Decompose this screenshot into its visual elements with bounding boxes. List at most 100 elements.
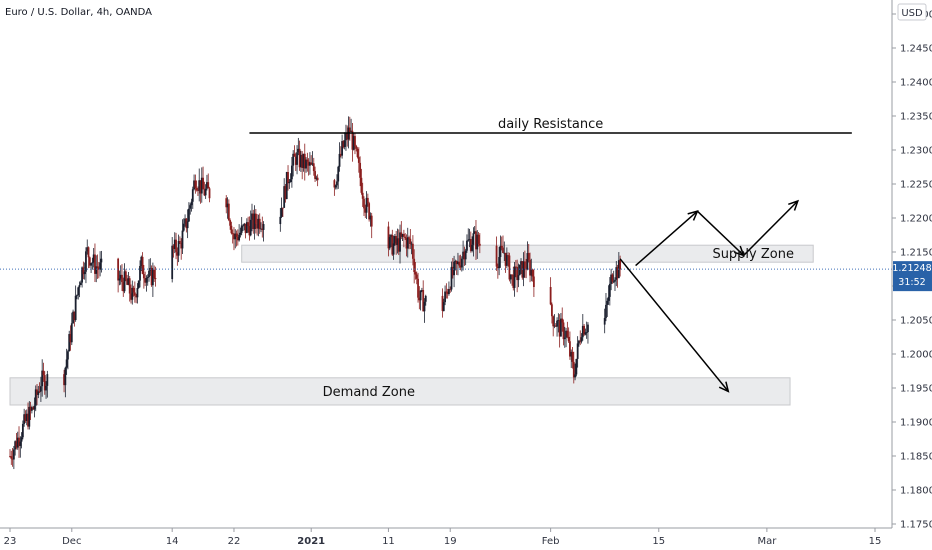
candle-body bbox=[140, 256, 143, 267]
candle-body bbox=[63, 374, 65, 386]
candle-body bbox=[423, 301, 426, 312]
candle-body bbox=[154, 278, 157, 280]
candle-body bbox=[126, 278, 129, 285]
candle-body bbox=[30, 407, 33, 411]
candle-body bbox=[197, 190, 199, 192]
candle-body bbox=[511, 274, 513, 276]
candle-body bbox=[124, 271, 127, 279]
candle-body bbox=[67, 351, 69, 360]
projection-up-arrow-1[interactable] bbox=[635, 210, 698, 267]
candle-body bbox=[179, 241, 181, 243]
time-tick-label: 2021 bbox=[297, 536, 325, 547]
candle-body bbox=[121, 274, 123, 283]
candle-body bbox=[530, 269, 533, 276]
candle-body bbox=[148, 270, 150, 278]
candle-body bbox=[20, 437, 23, 442]
candle-body bbox=[363, 198, 365, 209]
candle-body bbox=[460, 258, 463, 268]
candle-body bbox=[526, 253, 529, 270]
candle-body bbox=[391, 234, 394, 255]
candle-body bbox=[193, 180, 195, 190]
candle-body bbox=[257, 218, 260, 229]
candle-body bbox=[502, 247, 504, 253]
candle-body bbox=[79, 282, 82, 286]
candle-body bbox=[173, 239, 176, 250]
candle-body bbox=[194, 180, 197, 189]
price-tick-label: 1.20500 bbox=[900, 316, 932, 327]
demand-zone[interactable] bbox=[9, 377, 791, 406]
candles-layer bbox=[9, 116, 622, 470]
candle-body bbox=[202, 177, 204, 190]
candle-body bbox=[498, 257, 501, 269]
projection-up-arrow-3[interactable] bbox=[743, 200, 799, 256]
candle-body bbox=[130, 293, 132, 300]
candle-body bbox=[507, 255, 510, 256]
time-tick-label: 11 bbox=[382, 536, 395, 547]
candle-body bbox=[610, 274, 613, 284]
candle-body bbox=[415, 274, 418, 279]
candle-body bbox=[184, 218, 186, 224]
candle-body bbox=[359, 162, 362, 178]
candle-body bbox=[229, 220, 232, 226]
candle-body bbox=[227, 203, 230, 221]
candle-body bbox=[34, 389, 37, 406]
candle-body bbox=[575, 358, 578, 375]
candle-body bbox=[417, 278, 419, 298]
price-tick-label: 1.23000 bbox=[900, 146, 932, 157]
candle-body bbox=[368, 203, 371, 220]
candle-body bbox=[123, 271, 126, 292]
candle-body bbox=[448, 289, 450, 295]
candle-body bbox=[579, 340, 582, 342]
candle-body bbox=[64, 367, 67, 386]
candle-body bbox=[583, 325, 585, 335]
candle-body bbox=[303, 153, 306, 169]
candle-body bbox=[585, 332, 588, 333]
candle-body bbox=[514, 266, 517, 268]
candle-body bbox=[584, 332, 587, 335]
candle-body bbox=[531, 269, 534, 277]
projection-down-arrow[interactable] bbox=[619, 258, 729, 392]
candle-body bbox=[29, 406, 32, 411]
candle-body bbox=[242, 225, 244, 227]
candle-body bbox=[41, 370, 44, 387]
currency-badge[interactable] bbox=[897, 3, 927, 21]
candle-body bbox=[188, 208, 190, 222]
candle-body bbox=[97, 268, 100, 270]
supply-zone-label: Supply Zone bbox=[712, 247, 794, 262]
candle-body bbox=[258, 218, 261, 230]
candle-body bbox=[305, 159, 307, 169]
projection-up-arrow-2[interactable] bbox=[696, 210, 745, 256]
candle-body bbox=[444, 291, 446, 303]
resistance-label: daily Resistance bbox=[498, 117, 603, 132]
candle-body bbox=[297, 148, 300, 153]
candle-body bbox=[472, 233, 475, 245]
candle-body bbox=[307, 161, 310, 166]
candle-body bbox=[191, 189, 194, 202]
candle-body bbox=[247, 222, 250, 226]
candle-body bbox=[475, 231, 477, 250]
candle-body bbox=[518, 264, 521, 276]
candle-body bbox=[402, 233, 405, 237]
candle-body bbox=[557, 320, 560, 321]
price-tick-label: 1.22000 bbox=[900, 214, 932, 225]
candle-body bbox=[354, 136, 356, 147]
candle-body bbox=[310, 162, 313, 165]
time-axis[interactable]: 23 Dec 14 22 2021 11 19 Feb 15 Mar 15 bbox=[4, 528, 882, 547]
candle-body bbox=[473, 231, 476, 234]
candle-body bbox=[292, 153, 295, 166]
candle-body bbox=[236, 236, 239, 241]
candle-body bbox=[469, 239, 472, 251]
candle-body bbox=[396, 238, 399, 245]
time-tick-label: 14 bbox=[166, 536, 179, 547]
candle-body bbox=[513, 266, 516, 288]
candle-body bbox=[522, 261, 525, 278]
candle-body bbox=[356, 148, 359, 158]
price-tick-label: 1.21500 bbox=[900, 248, 932, 259]
candle-body bbox=[280, 207, 283, 217]
candle-body bbox=[314, 171, 316, 179]
projection-down-arrow-head bbox=[718, 381, 730, 393]
price-tick-label: 1.24000 bbox=[900, 78, 932, 89]
candle-body bbox=[83, 271, 86, 275]
